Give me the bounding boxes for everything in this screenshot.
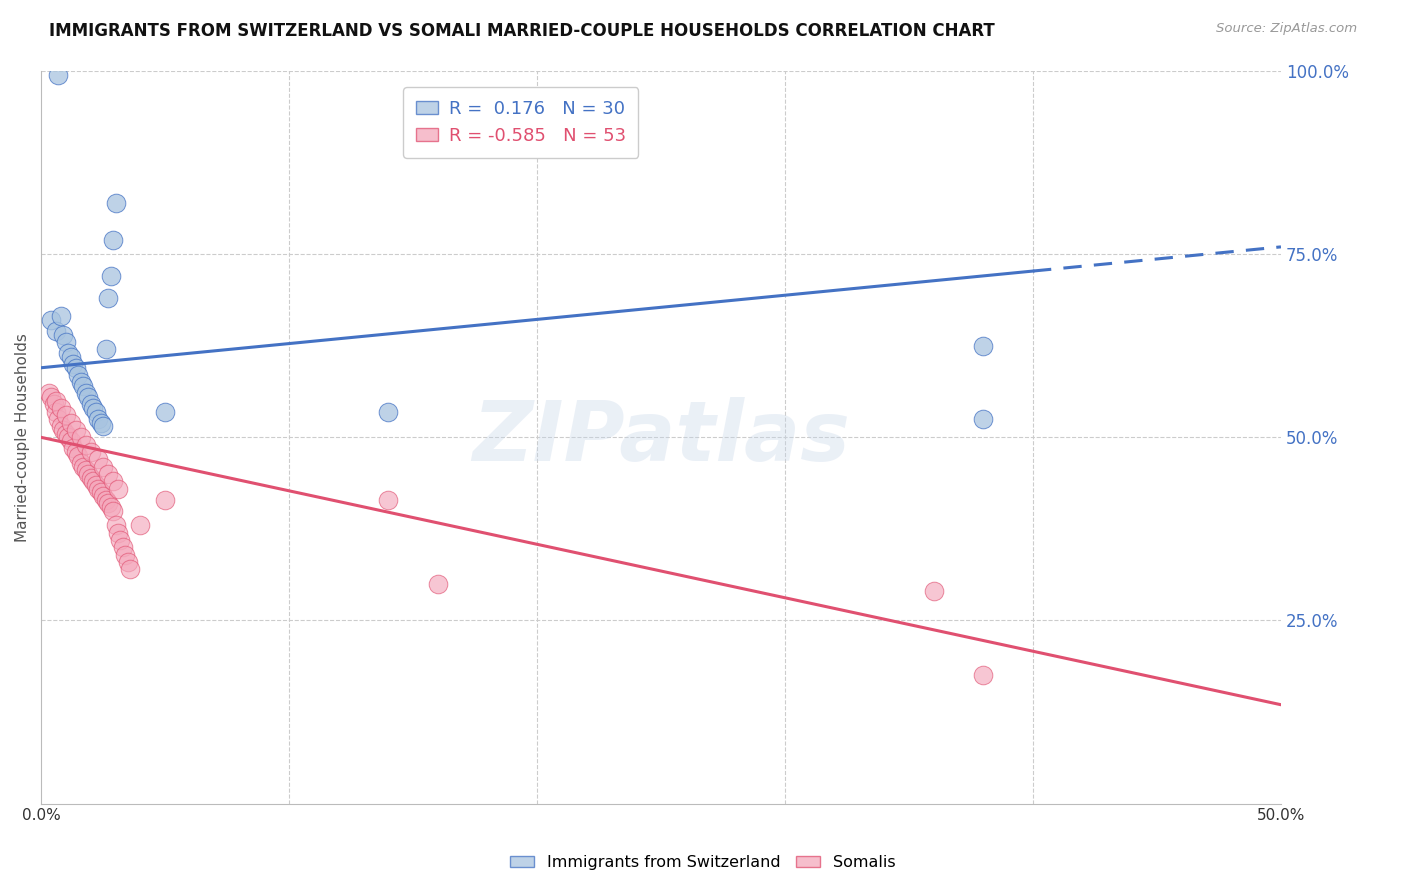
Point	[58, 346, 80, 360]
Point	[107, 525, 129, 540]
Point	[97, 467, 120, 481]
Point	[82, 475, 104, 489]
Point	[59, 434, 82, 448]
Point	[45, 324, 67, 338]
Point	[91, 489, 114, 503]
Point	[377, 492, 399, 507]
Point	[110, 533, 132, 547]
Point	[39, 313, 62, 327]
Text: Source: ZipAtlas.com: Source: ZipAtlas.com	[1216, 22, 1357, 36]
Point	[91, 419, 114, 434]
Point	[153, 492, 176, 507]
Point	[97, 496, 120, 510]
Point	[90, 416, 112, 430]
Point	[426, 577, 449, 591]
Point	[59, 416, 82, 430]
Point	[84, 405, 107, 419]
Point	[153, 405, 176, 419]
Point	[107, 482, 129, 496]
Point	[42, 397, 65, 411]
Point	[87, 412, 110, 426]
Point	[922, 584, 945, 599]
Text: IMMIGRANTS FROM SWITZERLAND VS SOMALI MARRIED-COUPLE HOUSEHOLDS CORRELATION CHAR: IMMIGRANTS FROM SWITZERLAND VS SOMALI MA…	[49, 22, 995, 40]
Point	[65, 445, 87, 459]
Point	[101, 503, 124, 517]
Point	[55, 335, 77, 350]
Point	[69, 456, 91, 470]
Point	[972, 339, 994, 353]
Point	[972, 668, 994, 682]
Point	[972, 412, 994, 426]
Point	[94, 492, 117, 507]
Point	[55, 409, 77, 423]
Point	[52, 327, 75, 342]
Point	[49, 419, 72, 434]
Point	[111, 540, 134, 554]
Point	[104, 518, 127, 533]
Point	[72, 379, 94, 393]
Point	[52, 423, 75, 437]
Point	[91, 459, 114, 474]
Point	[69, 376, 91, 390]
Point	[77, 390, 100, 404]
Point	[377, 405, 399, 419]
Point	[48, 412, 70, 426]
Point	[101, 233, 124, 247]
Point	[62, 442, 84, 456]
Point	[48, 68, 70, 82]
Point	[39, 390, 62, 404]
Point	[87, 452, 110, 467]
Point	[38, 386, 60, 401]
Point	[49, 401, 72, 415]
Point	[45, 405, 67, 419]
Point	[114, 548, 136, 562]
Point	[94, 343, 117, 357]
Point	[80, 445, 103, 459]
Point	[100, 269, 122, 284]
Point	[75, 386, 97, 401]
Point	[87, 482, 110, 496]
Point	[55, 426, 77, 441]
Point	[77, 467, 100, 481]
Point	[65, 423, 87, 437]
Point	[120, 562, 142, 576]
Point	[65, 360, 87, 375]
Legend: R =  0.176   N = 30, R = -0.585   N = 53: R = 0.176 N = 30, R = -0.585 N = 53	[404, 87, 638, 158]
Point	[84, 478, 107, 492]
Point	[75, 463, 97, 477]
Y-axis label: Married-couple Households: Married-couple Households	[15, 333, 30, 541]
Point	[129, 518, 152, 533]
Point	[72, 459, 94, 474]
Point	[90, 485, 112, 500]
Point	[80, 397, 103, 411]
Point	[62, 357, 84, 371]
Point	[67, 449, 90, 463]
Point	[97, 291, 120, 305]
Point	[45, 393, 67, 408]
Point	[101, 475, 124, 489]
Point	[69, 430, 91, 444]
Legend: Immigrants from Switzerland, Somalis: Immigrants from Switzerland, Somalis	[503, 849, 903, 877]
Point	[67, 368, 90, 382]
Point	[58, 430, 80, 444]
Point	[80, 470, 103, 484]
Point	[59, 350, 82, 364]
Point	[75, 438, 97, 452]
Point	[104, 195, 127, 210]
Point	[100, 500, 122, 514]
Text: ZIPatlas: ZIPatlas	[472, 397, 851, 478]
Point	[82, 401, 104, 415]
Point	[117, 555, 139, 569]
Point	[49, 310, 72, 324]
